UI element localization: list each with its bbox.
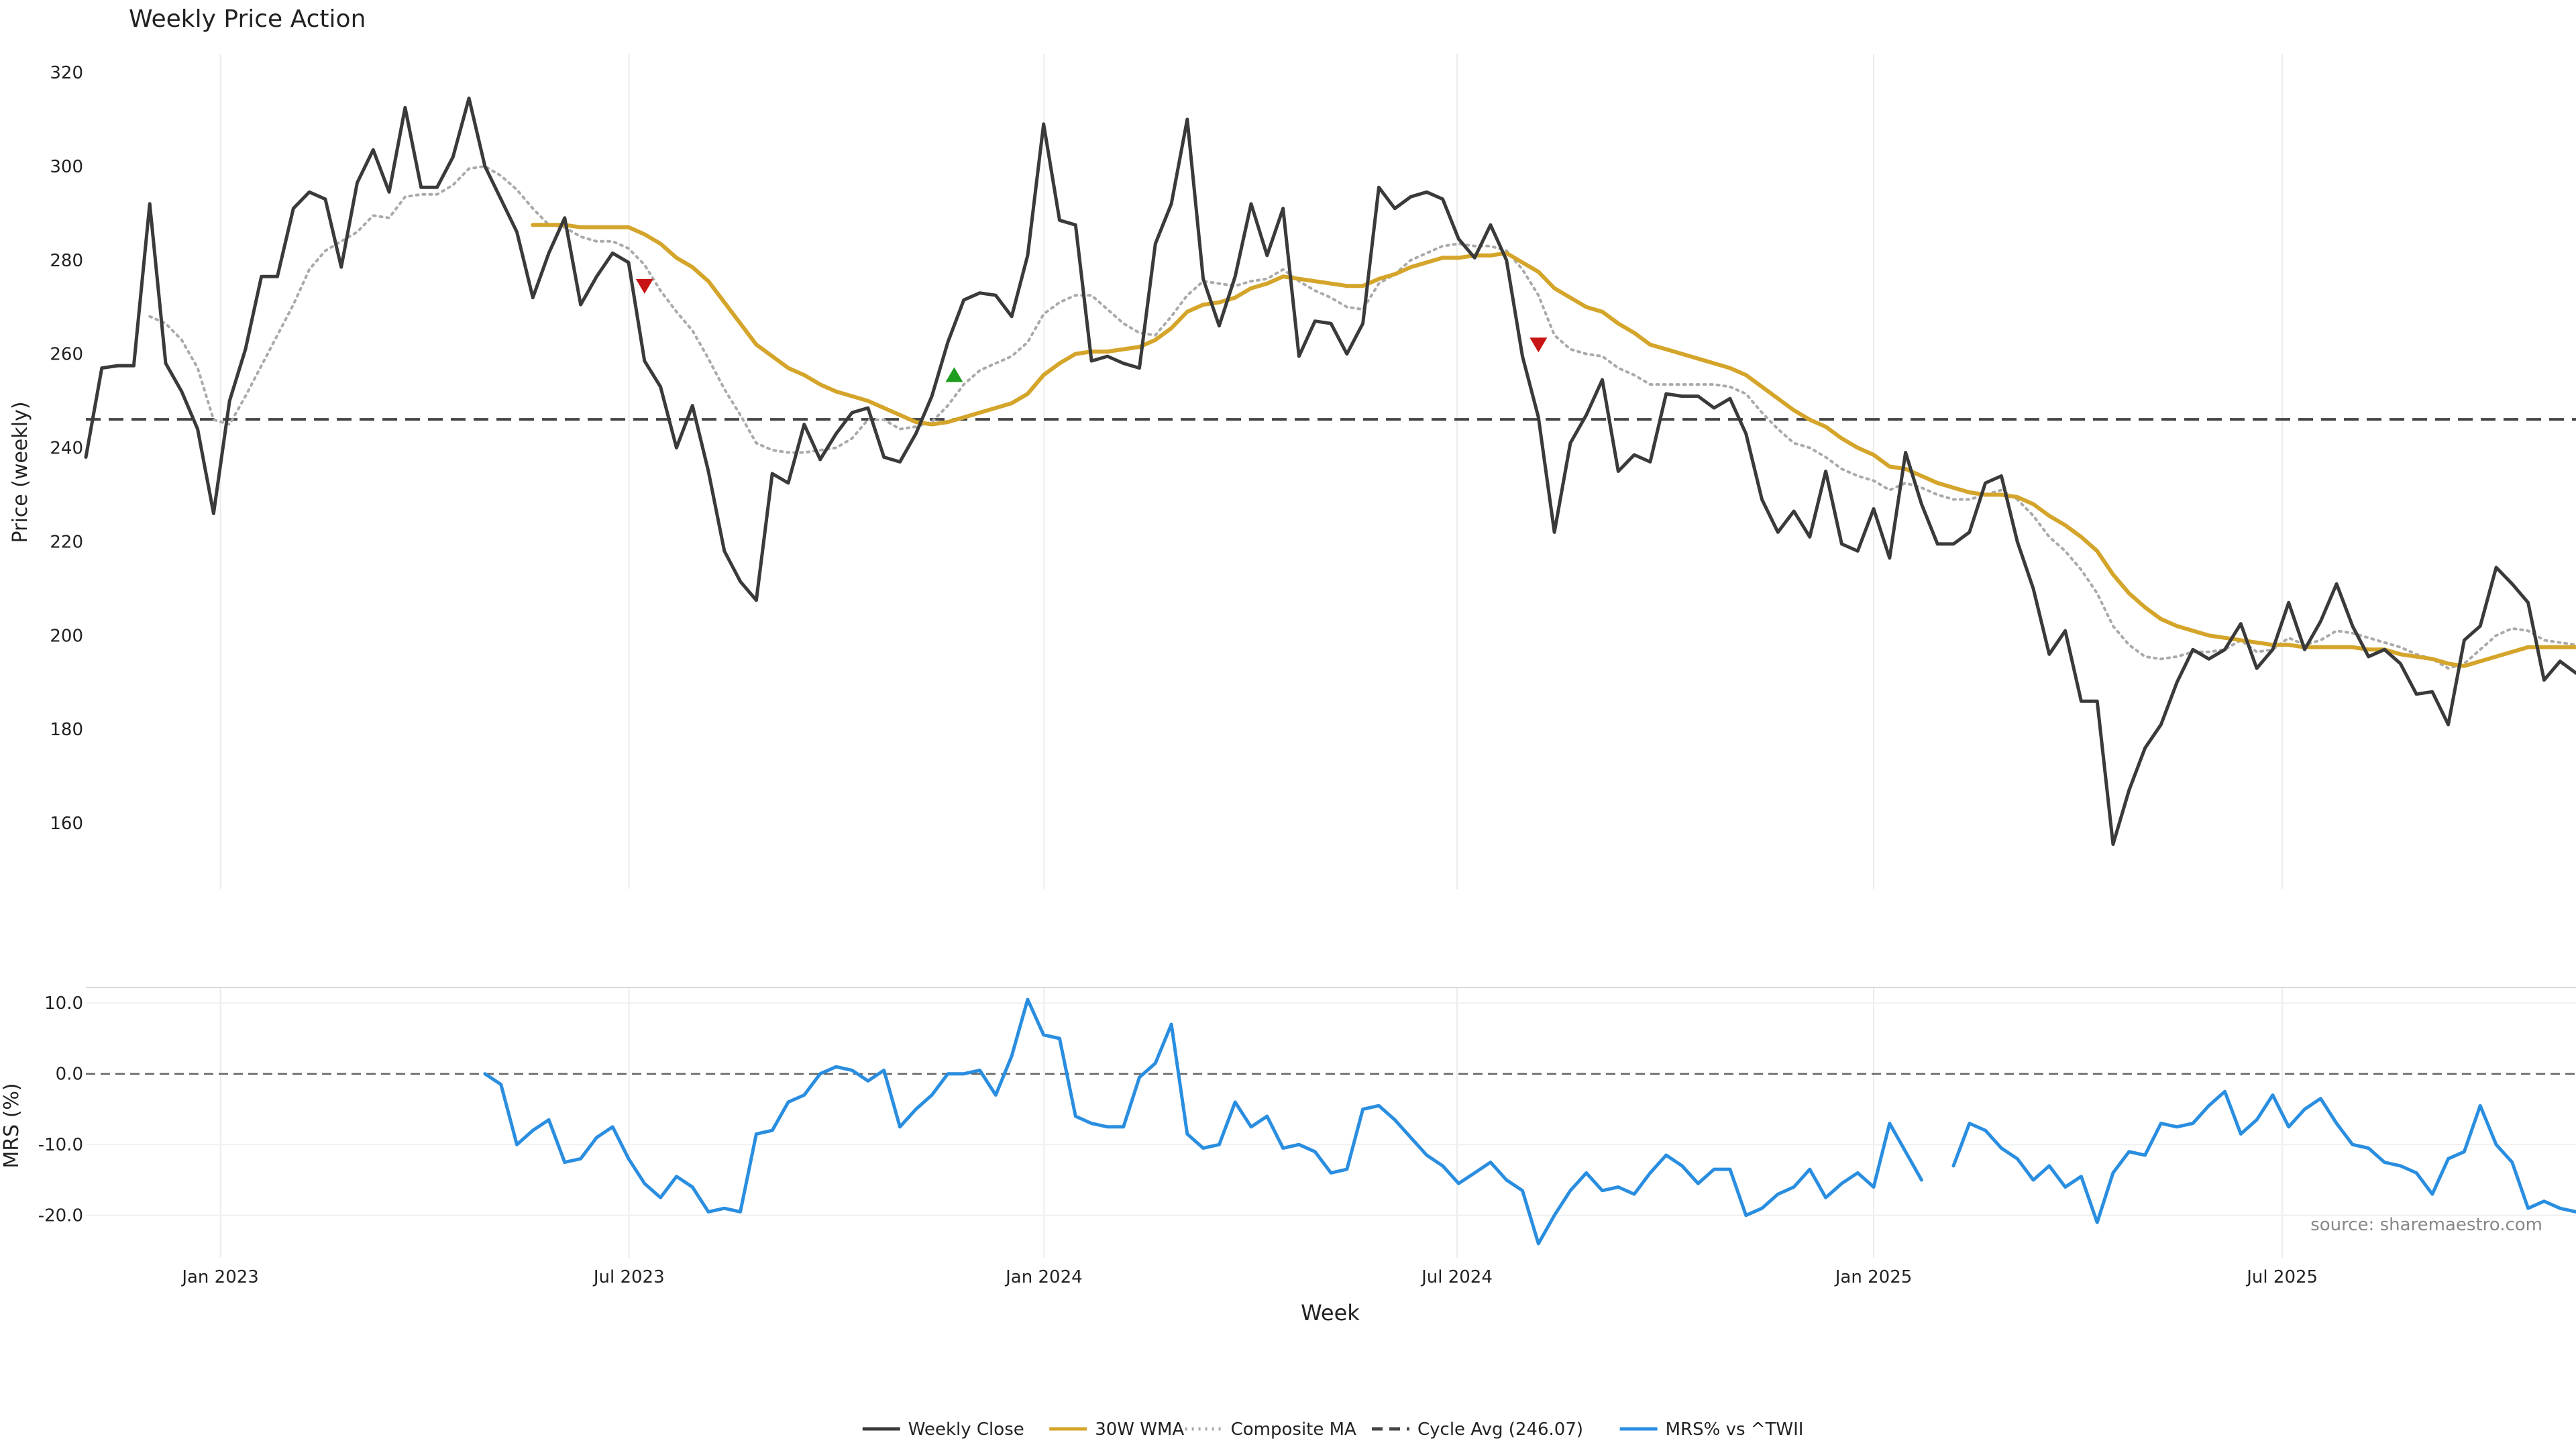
mrs-y-axis-label: MRS (%) [0, 1083, 23, 1168]
sell-signal-marker-3 [1529, 337, 1548, 353]
x-axis-ticks: Jan 2023 Jul 2023 Jan 2024 Jul 2024 Jan 2025… [180, 1267, 2318, 1287]
mrs-y-tick-10-0: 10.0 [44, 994, 83, 1014]
x-tick-label-jan-2023: Jan 2023 [180, 1267, 259, 1287]
price-y-tick-260: 260 [50, 345, 83, 365]
legend-label-composite-ma: Composite MA [1231, 1419, 1356, 1440]
mrs-y-tick-20-0: -20.0 [38, 1206, 83, 1226]
price-y-tick-300: 300 [50, 157, 83, 177]
price-y-tick-280: 280 [50, 251, 83, 271]
price-y-tick-180: 180 [50, 720, 83, 740]
price-panel: 160 180 200 220 240 260 280 300 320 [50, 54, 2576, 889]
chart-title: Weekly Price Action [129, 5, 366, 33]
legend-label-30w-wma: 30W WMA [1095, 1419, 1184, 1440]
price-y-tick-200: 200 [50, 626, 83, 646]
buy-signal-marker-2 [945, 367, 963, 382]
price-y-axis-label: Price (weekly) [9, 401, 32, 543]
price-y-tick-160: 160 [50, 814, 83, 834]
series-mrs-line-segment-2 [1951, 1089, 2576, 1224]
x-tick-label-jul-2023: Jul 2023 [592, 1267, 665, 1287]
price-y-tick-220: 220 [50, 532, 83, 552]
series-weekly-close-line [84, 96, 2576, 847]
x-tick-label-jan-2025: Jan 2025 [1834, 1267, 1913, 1287]
legend: Weekly Close 30W WMA Composite MA Cycle Avg… [862, 1419, 1804, 1440]
x-tick-label-jul-2024: Jul 2024 [1420, 1267, 1493, 1287]
price-y-tick-320: 320 [50, 63, 83, 83]
sell-signal-marker-1 [635, 278, 653, 294]
mrs-y-tick-10-0: -10.0 [38, 1135, 83, 1155]
mrs-y-tick-0-0: 0.0 [56, 1065, 83, 1085]
series-30w-wma-line [531, 223, 2576, 668]
legend-label-cycle-avg-246-07: Cycle Avg (246.07) [1417, 1419, 1583, 1440]
legend-label-mrs-vs-twii: MRS% vs ^TWII [1666, 1419, 1804, 1440]
series-mrs-line-segment-1 [483, 998, 1923, 1246]
x-tick-label-jan-2024: Jan 2024 [1004, 1267, 1083, 1287]
price-y-tick-240: 240 [50, 439, 83, 459]
legend-label-weekly-close: Weekly Close [908, 1419, 1024, 1440]
source-note: source: sharemaestro.com [2310, 1215, 2542, 1235]
x-tick-label-jul-2025: Jul 2025 [2245, 1267, 2318, 1287]
series-composite-ma-line [148, 164, 2576, 670]
mrs-panel: 10.0 0.0 -10.0 -20.0 [38, 987, 2576, 1258]
x-axis-label: Week [1301, 1300, 1360, 1326]
